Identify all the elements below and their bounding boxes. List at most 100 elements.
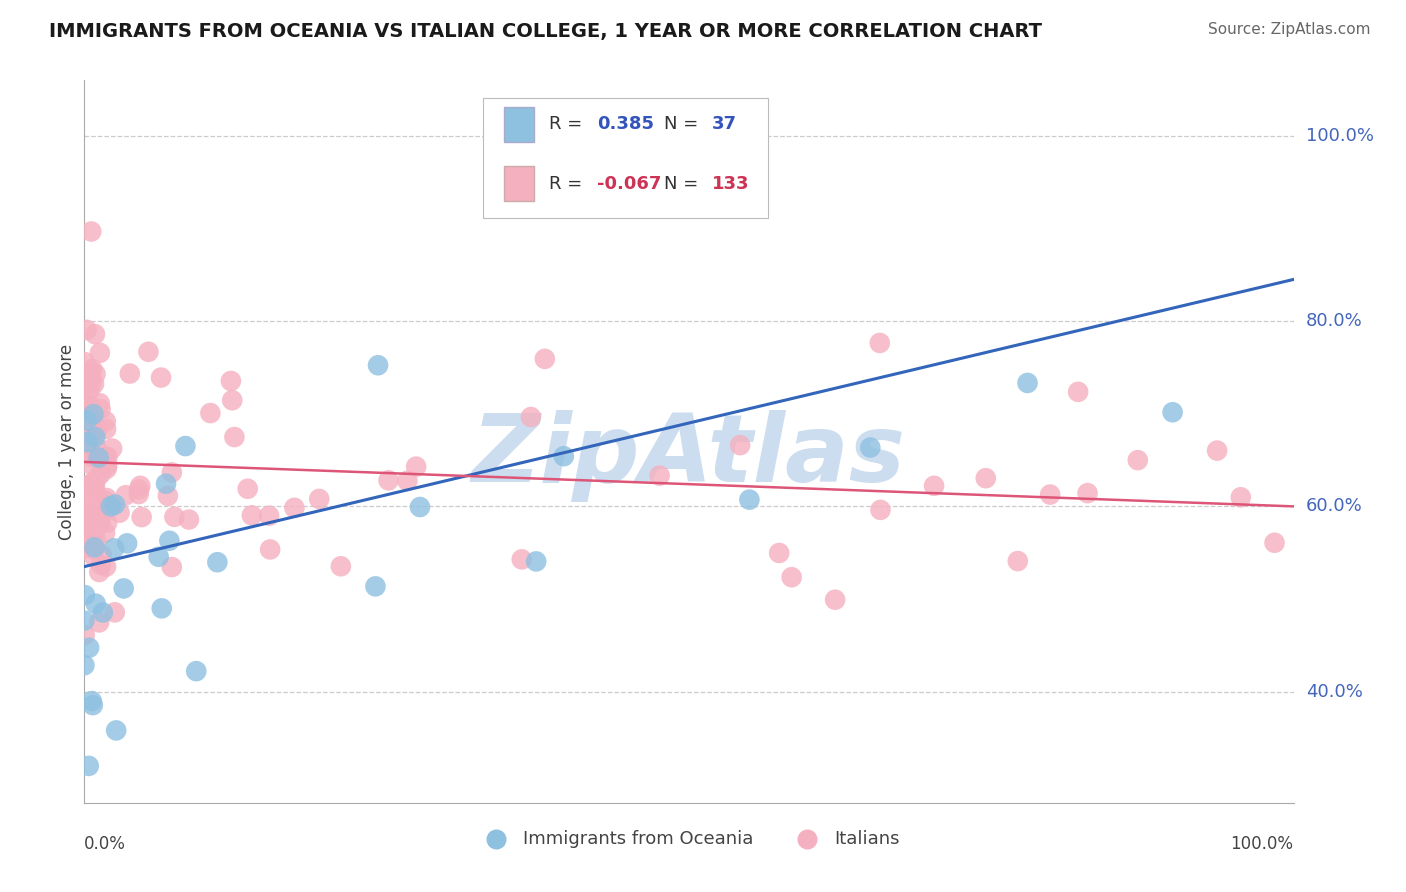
FancyBboxPatch shape [503, 107, 534, 142]
Point [76, 512, 98, 526]
Point [79, 442, 101, 457]
Point [1229, 490, 1251, 504]
Point [80, 694, 103, 708]
Text: N =: N = [664, 175, 703, 193]
Point [89, 346, 111, 360]
Text: 40.0%: 40.0% [1306, 682, 1362, 700]
Point [80, 513, 103, 527]
Point [150, 370, 173, 384]
Point [367, 358, 389, 372]
Point [73, 658, 96, 673]
Point [80, 365, 103, 379]
Legend: Immigrants from Oceania, Italians: Immigrants from Oceania, Italians [471, 822, 907, 855]
Point [869, 503, 891, 517]
Point [75, 438, 97, 452]
Point [207, 555, 229, 569]
Point [77, 640, 100, 655]
Point [128, 487, 150, 501]
Point [91, 606, 114, 620]
Point [859, 441, 882, 455]
Point [128, 483, 150, 497]
Point [219, 374, 242, 388]
Point [75, 396, 97, 410]
Point [1126, 453, 1149, 467]
Point [77, 442, 100, 457]
Point [76, 509, 98, 524]
Point [79, 458, 101, 472]
Point [90, 514, 112, 528]
Point [922, 479, 945, 493]
Point [73, 628, 96, 642]
Point [82, 362, 104, 376]
Point [87, 450, 110, 465]
Point [94, 559, 117, 574]
Point [1039, 487, 1062, 501]
Point [75, 379, 97, 393]
Point [177, 512, 200, 526]
Point [80, 482, 103, 496]
Point [112, 582, 135, 596]
Point [118, 367, 141, 381]
Point [104, 498, 127, 512]
Point [75, 447, 97, 461]
Point [974, 471, 997, 485]
Point [96, 491, 118, 505]
Point [1067, 384, 1090, 399]
Point [1264, 535, 1286, 549]
Point [82, 450, 104, 465]
Point [163, 509, 186, 524]
Point [236, 482, 259, 496]
Point [160, 560, 183, 574]
Point [76, 435, 98, 450]
Point [94, 493, 117, 508]
Text: 100.0%: 100.0% [1306, 127, 1374, 145]
Point [89, 508, 111, 523]
Point [83, 407, 105, 421]
Point [377, 473, 399, 487]
Point [80, 225, 103, 239]
Point [100, 500, 122, 514]
Point [553, 449, 575, 463]
Point [83, 478, 105, 492]
Point [105, 723, 128, 738]
Point [84, 327, 107, 342]
Point [520, 410, 543, 425]
Point [259, 542, 281, 557]
Point [83, 542, 105, 557]
Point [84, 430, 107, 444]
Point [308, 491, 330, 506]
Point [94, 450, 117, 464]
Point [83, 409, 105, 424]
Point [84, 597, 107, 611]
Point [77, 410, 100, 425]
Point [329, 559, 352, 574]
Point [75, 529, 97, 543]
Point [869, 335, 891, 350]
Point [738, 492, 761, 507]
Point [80, 476, 103, 491]
Point [364, 579, 387, 593]
Point [396, 474, 419, 488]
Point [84, 534, 107, 549]
Point [96, 461, 118, 475]
Y-axis label: College, 1 year or more: College, 1 year or more [58, 343, 76, 540]
Point [157, 533, 180, 548]
Point [90, 467, 112, 481]
Point [108, 506, 131, 520]
Point [76, 414, 98, 428]
Point [524, 554, 547, 568]
Text: R =: R = [548, 115, 588, 133]
Text: IMMIGRANTS FROM OCEANIA VS ITALIAN COLLEGE, 1 YEAR OR MORE CORRELATION CHART: IMMIGRANTS FROM OCEANIA VS ITALIAN COLLE… [49, 22, 1042, 41]
Text: 80.0%: 80.0% [1306, 312, 1362, 330]
Point [90, 548, 112, 562]
Point [768, 546, 790, 560]
Point [86, 471, 108, 485]
Point [83, 549, 105, 564]
Point [115, 536, 138, 550]
Text: 0.0%: 0.0% [84, 835, 127, 854]
Point [73, 588, 96, 602]
Text: 133: 133 [711, 175, 749, 193]
Point [75, 511, 97, 525]
Point [96, 450, 118, 464]
Point [186, 664, 208, 678]
